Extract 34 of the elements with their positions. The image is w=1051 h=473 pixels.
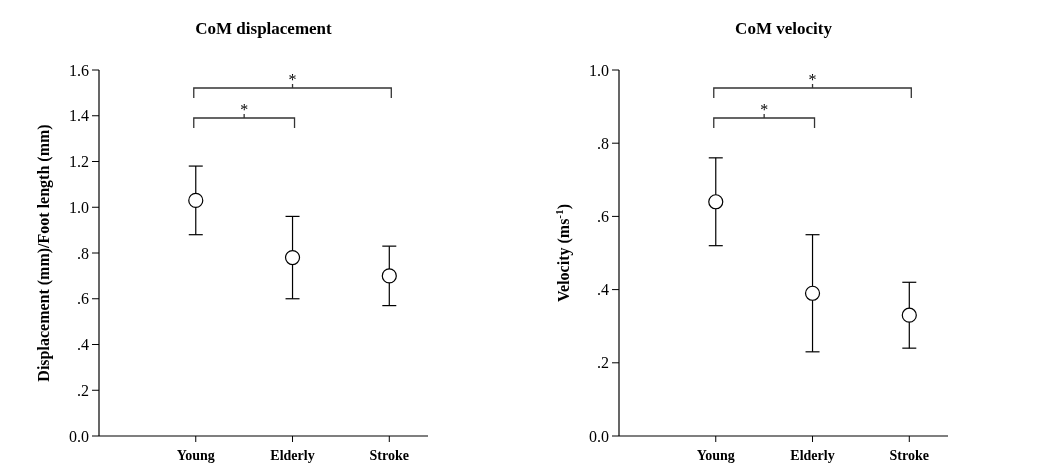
y-axis-title: Displacement (mm)/Foot length (mm)	[35, 124, 53, 382]
point	[708, 194, 724, 210]
x-tick-label: Stroke	[889, 448, 930, 463]
point	[188, 192, 204, 208]
y-tick-label: 0.0	[69, 427, 89, 445]
x-tick-label: Elderly	[790, 448, 835, 463]
y-tick-label: .2	[77, 381, 89, 399]
annotation: *	[808, 71, 817, 88]
y-tick-label: .4	[77, 336, 89, 354]
y-tick-label: 1.0	[589, 61, 609, 79]
y-tick-label: 1.2	[69, 153, 89, 171]
x-tick-label: Stroke	[369, 448, 410, 463]
x-tick-label: Elderly	[270, 448, 315, 463]
y-tick-label: 1.0	[69, 198, 89, 216]
point	[804, 285, 821, 301]
chart-title: CoM velocity	[735, 19, 833, 38]
point	[381, 268, 397, 284]
point	[901, 307, 917, 323]
x-tick-label: Young	[696, 448, 735, 463]
y-tick-label: .8	[77, 244, 89, 262]
chart-title: CoM displacement	[195, 19, 333, 38]
annotation: *	[288, 71, 297, 88]
y-tick-label: 1.6	[69, 61, 89, 79]
annotation: *	[240, 101, 249, 118]
y-tick-label: .8	[597, 134, 609, 152]
annotation: *	[760, 101, 769, 118]
y-tick-label: 0.0	[589, 427, 609, 445]
x-tick-label: Young	[176, 448, 215, 463]
y-tick-label: .2	[597, 354, 609, 372]
y-tick-label: .6	[77, 290, 89, 308]
y-tick-label: .6	[597, 208, 609, 225]
y-tick-label: 1.4	[69, 107, 89, 125]
point	[284, 249, 301, 266]
y-tick-label: .4	[597, 281, 609, 299]
